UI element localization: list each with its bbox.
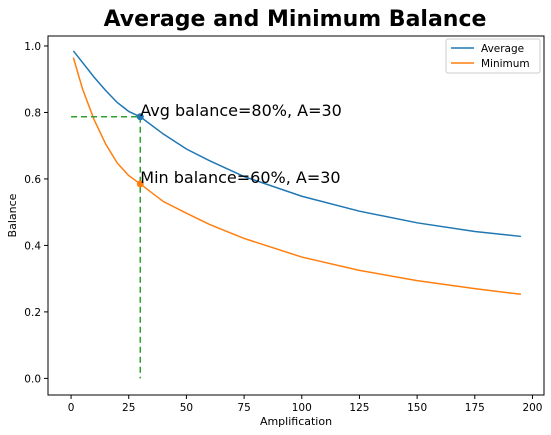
y-tick-label: 0.2 [24,307,41,319]
x-axis-label: Amplification [260,415,332,428]
x-tick-label: 125 [349,402,369,414]
y-axis-label: Balance [6,193,19,237]
y-tick-label: 0.0 [24,373,41,385]
x-tick-label: 100 [292,402,312,414]
y-tick-label: 0.8 [24,107,41,119]
x-tick-label: 0 [68,402,75,414]
legend-entry: Average [481,43,524,55]
y-tick-label: 0.4 [24,240,41,252]
annotation-marker [136,180,144,188]
y-axis-ticks: 0.0 0.2 0.4 0.6 0.8 1.0 [24,41,48,385]
y-tick-label: 1.0 [24,41,41,53]
x-tick-label: 150 [407,402,427,414]
annotation-label: Min balance=60%, A=30 [140,168,340,187]
plot-area: Avg balance=80%, A=30 Min balance=60%, A=… [71,50,522,379]
series-line-minimum [72,57,522,296]
annotation-marker [136,113,144,121]
series-line-average [72,50,522,238]
x-tick-label: 75 [237,402,250,414]
x-tick-label: 50 [180,402,193,414]
x-tick-label: 175 [465,402,485,414]
y-tick-label: 0.6 [24,174,41,186]
legend: Average Minimum [445,38,541,74]
annotation-label: Avg balance=80%, A=30 [140,101,342,120]
x-tick-label: 25 [122,402,135,414]
x-axis-ticks: 0 25 50 75 100 125 150 175 200 [68,395,542,414]
x-tick-label: 200 [522,402,542,414]
legend-entry: Minimum [481,58,530,70]
plot-frame [47,35,545,396]
chart-title: Average and Minimum Balance [104,7,487,32]
